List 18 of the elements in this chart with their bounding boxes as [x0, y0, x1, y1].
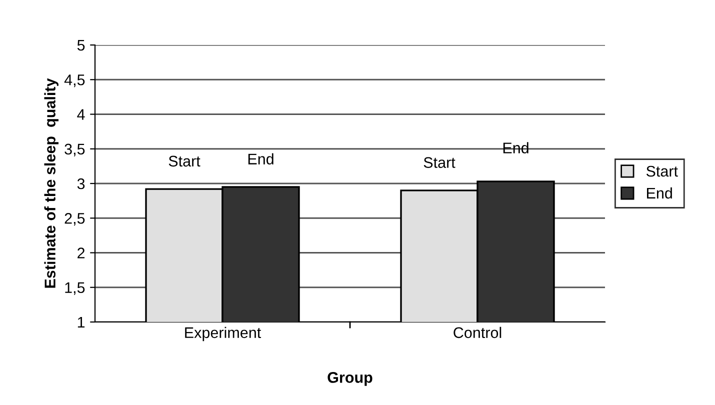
annotation: Start	[424, 157, 456, 168]
y-tick-label: 4,5	[64, 74, 85, 88]
y-tick-label: 2	[78, 248, 85, 258]
legend-label: End	[647, 187, 672, 199]
y-tick-label: 3	[77, 178, 85, 190]
y-tick-label: 3,5	[64, 144, 85, 156]
y-tick-label: 1,5	[65, 282, 85, 295]
legend-label: Start	[646, 166, 678, 177]
y-tick-label: 5	[77, 40, 85, 51]
y-tick-label: 4	[77, 109, 85, 120]
annotation: Start	[168, 156, 200, 167]
y-axis-title: Estimate of the sleep quality	[44, 78, 58, 288]
y-tick-label: 1	[78, 317, 85, 328]
x-tick-label: Control	[454, 326, 502, 338]
y-tick-label: 2,5	[64, 212, 85, 226]
x-tick-label: Experiment	[185, 326, 262, 342]
x-axis-title: Group	[328, 372, 372, 386]
annotation: End	[248, 153, 274, 164]
